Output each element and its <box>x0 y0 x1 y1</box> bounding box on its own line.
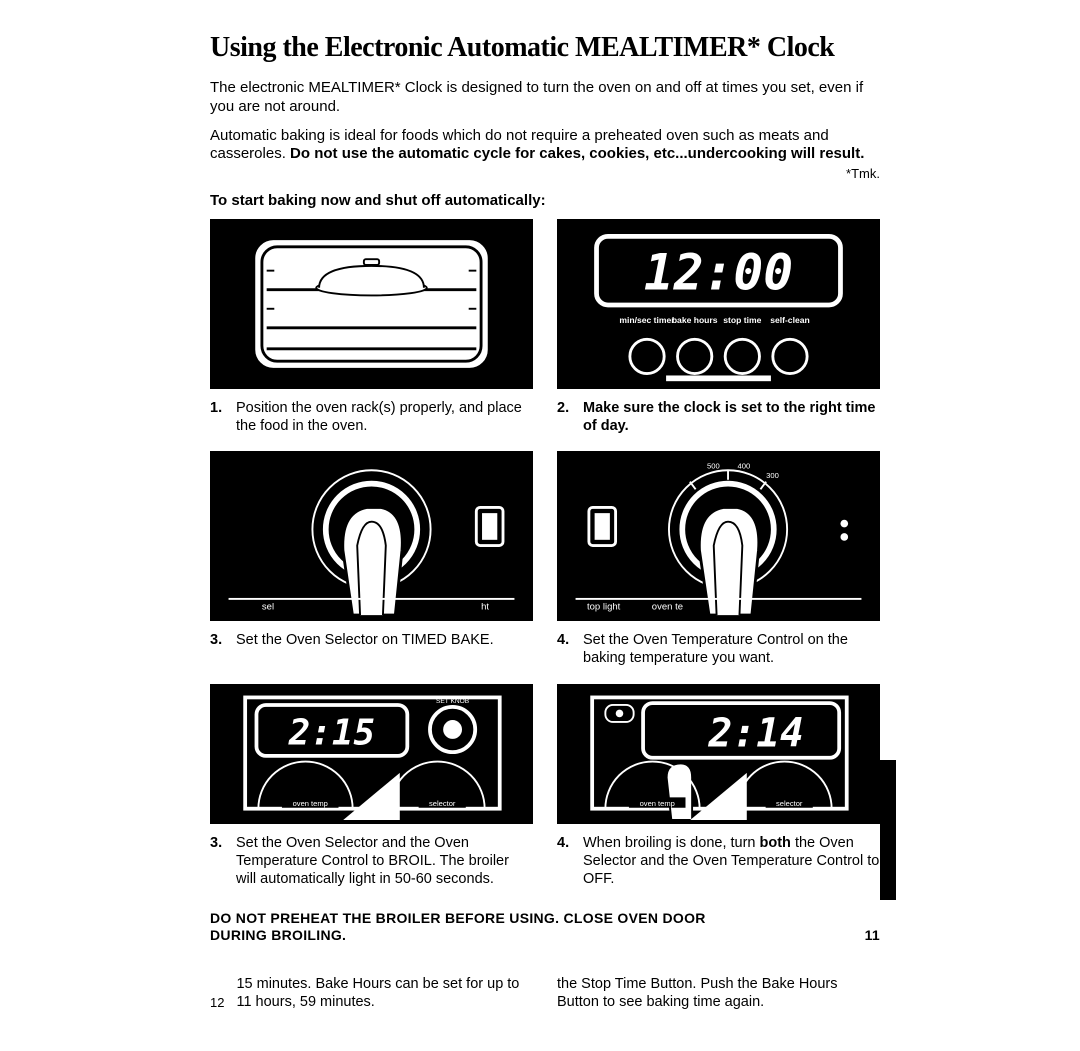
svg-text:2:14: 2:14 <box>708 710 804 756</box>
section-heading: To start baking now and shut off automat… <box>210 192 880 211</box>
step-3a: 3. Set the Oven Selector on TIMED BAKE. <box>210 631 533 667</box>
warning-line-1: DO NOT PREHEAT THE BROILER BEFORE USING.… <box>210 910 880 928</box>
step-4b: 4. When broiling is done, turn both the … <box>557 834 880 888</box>
svg-text:bake hours: bake hours <box>672 315 718 325</box>
step-4a-text: Set the Oven Temperature Control on the … <box>583 631 880 667</box>
warning-line-2: DURING BROILING. <box>210 927 346 945</box>
step-4b-text: When broiling is done, turn both the Ove… <box>583 834 880 888</box>
svg-text:selector: selector <box>776 798 803 807</box>
step-1: 1. Position the oven rack(s) properly, a… <box>210 399 533 435</box>
step-1-text: Position the oven rack(s) properly, and … <box>236 399 533 435</box>
svg-text:12:00: 12:00 <box>644 244 793 302</box>
tmk-note: *Tmk. <box>210 166 880 182</box>
svg-text:SET KNOB: SET KNOB <box>436 698 470 705</box>
svg-text:400: 400 <box>738 462 751 471</box>
bottom-left-text: 15 minutes. Bake Hours can be set for up… <box>236 975 533 1011</box>
svg-text:min/sec timer: min/sec timer <box>619 315 675 325</box>
warning-block: DO NOT PREHEAT THE BROILER BEFORE USING.… <box>210 910 880 945</box>
svg-text:oven temp: oven temp <box>640 798 675 807</box>
step-2-text: Make sure the clock is set to the right … <box>583 399 880 435</box>
step-3a-text: Set the Oven Selector on TIMED BAKE. <box>236 631 494 667</box>
step-4b-pre: When broiling is done, turn <box>583 835 760 851</box>
step-1-num: 1. <box>210 399 230 435</box>
bottom-left: 12 15 minutes. Bake Hours can be set for… <box>210 975 533 1011</box>
step-3b-text: Set the Oven Selector and the Oven Tempe… <box>236 834 533 888</box>
step-3b-num: 3. <box>210 834 230 888</box>
svg-text:sel: sel <box>262 602 274 613</box>
svg-text:500: 500 <box>707 462 720 471</box>
svg-text:300: 300 <box>766 471 779 480</box>
figure-clock-1200: 12:00 min/sec timer bake hours stop time… <box>557 219 880 389</box>
intro-p2-bold: Do not use the automatic cycle for cakes… <box>290 145 864 162</box>
step-2-num: 2. <box>557 399 577 435</box>
figure-clock-215: 2:15 SET KNOB oven temp selector <box>210 684 533 824</box>
step-4b-bold: both <box>760 835 791 851</box>
intro-p2: Automatic baking is ideal for foods whic… <box>210 127 880 165</box>
figure-oven-interior <box>210 219 533 389</box>
bottom-fragment-row: 12 15 minutes. Bake Hours can be set for… <box>210 975 880 1011</box>
intro-p1: The electronic MEALTIMER* Clock is desig… <box>210 79 880 117</box>
page-number-right: 11 <box>865 927 880 945</box>
step-4b-num: 4. <box>557 834 577 888</box>
step-2: 2. Make sure the clock is set to the rig… <box>557 399 880 435</box>
step-4a-num: 4. <box>557 631 577 667</box>
figure-knob-selector: sel ht <box>210 451 533 621</box>
bottom-right: the Stop Time Button. Push the Bake Hour… <box>557 975 880 1011</box>
step-3b: 3. Set the Oven Selector and the Oven Te… <box>210 834 533 888</box>
steps-grid: 12:00 min/sec timer bake hours stop time… <box>210 219 880 900</box>
svg-text:stop time: stop time <box>723 315 761 325</box>
svg-text:selector: selector <box>429 798 456 807</box>
svg-text:2:15: 2:15 <box>288 712 375 753</box>
page-title: Using the Electronic Automatic MEALTIMER… <box>210 30 880 65</box>
svg-text:oven te: oven te <box>652 602 683 613</box>
svg-text:self-clean: self-clean <box>770 315 810 325</box>
svg-text:ht: ht <box>481 602 489 613</box>
step-3a-num: 3. <box>210 631 230 667</box>
figure-clock-214: 2:14 oven temp selector <box>557 684 880 824</box>
step-4a: 4. Set the Oven Temperature Control on t… <box>557 631 880 667</box>
svg-text:oven temp: oven temp <box>293 798 328 807</box>
page-tab-black <box>880 760 896 900</box>
intro-block: The electronic MEALTIMER* Clock is desig… <box>210 79 880 182</box>
svg-text:top light: top light <box>587 602 621 613</box>
figure-knob-temperature: 500 400 300 top light oven te <box>557 451 880 621</box>
bottom-right-text: the Stop Time Button. Push the Bake Hour… <box>557 976 838 1010</box>
page-number-left: 12 <box>210 995 224 1011</box>
